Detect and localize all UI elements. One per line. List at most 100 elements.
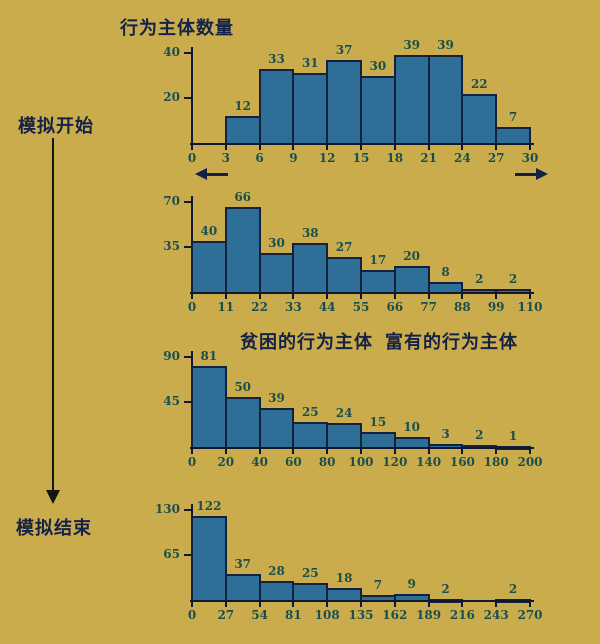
x-tick-label: 15 <box>352 151 370 165</box>
right-arrow-tip <box>536 168 548 180</box>
histogram-bar <box>360 75 396 145</box>
x-tick-label: 77 <box>420 300 437 314</box>
x-tick-label: 27 <box>217 608 235 622</box>
y-axis <box>191 47 193 145</box>
x-tick <box>326 449 329 454</box>
x-tick-label: 55 <box>352 300 370 314</box>
x-tick <box>224 449 227 454</box>
histogram-bar <box>393 55 430 145</box>
x-tick <box>495 145 498 150</box>
bar-value-label: 39 <box>437 38 454 53</box>
x-tick <box>529 449 531 454</box>
left-arrow-icon <box>195 168 228 180</box>
y-tick <box>184 246 192 248</box>
bar-value-label: 25 <box>301 565 319 580</box>
bar-value-label: 2 <box>508 581 518 596</box>
x-tick-label: 80 <box>318 455 336 469</box>
histogram-initial: 20 40 12 33 31 37 30 39 39 22 7 0 3 6 9 12 15 18 21 24 27 30 <box>163 38 538 173</box>
x-axis <box>190 143 534 145</box>
rich-agents-label: 富有的行为主体 <box>385 332 518 353</box>
x-tick <box>461 602 464 607</box>
x-tick-label: 160 <box>449 455 475 469</box>
bar-value-label: 3 <box>441 427 450 441</box>
y-tick <box>184 401 192 403</box>
bar-value-label: 66 <box>234 190 252 205</box>
x-tick <box>427 602 430 607</box>
bar-value-label: 10 <box>403 420 421 434</box>
x-tick <box>495 449 498 454</box>
bar-value-label: 81 <box>200 349 218 363</box>
bar-value-label: 24 <box>335 406 353 420</box>
y-tick <box>184 97 192 99</box>
x-tick-label: 135 <box>348 608 374 622</box>
x-tick <box>427 294 430 299</box>
bar-value-label: 37 <box>234 557 252 572</box>
x-tick <box>191 449 193 454</box>
y-tick-label: 40 <box>163 45 180 59</box>
x-tick-label: 12 <box>318 151 336 165</box>
x-tick-label: 189 <box>416 608 442 622</box>
x-tick-label: 3 <box>221 151 230 165</box>
bar-value-label: 31 <box>301 56 319 71</box>
histogram-bar <box>326 59 362 145</box>
x-tick-label: 6 <box>255 151 264 165</box>
x-tick-label: 0 <box>187 151 197 165</box>
bar-value-label: 25 <box>301 405 319 419</box>
x-tick-label: 20 <box>217 455 235 469</box>
bar-value-label: 39 <box>268 391 285 405</box>
bar-value-label: 12 <box>234 99 252 113</box>
x-tick <box>326 602 329 607</box>
y-tick <box>184 201 192 203</box>
bar-value-label: 38 <box>301 226 319 241</box>
x-tick-label: 24 <box>454 151 471 165</box>
x-tick <box>326 294 329 299</box>
bar-value-label: 17 <box>369 253 387 268</box>
histogram-bar <box>258 580 295 602</box>
x-tick <box>292 449 295 454</box>
right-arrow-icon <box>515 168 548 180</box>
poor-agents-label: 贫困的行为主体 <box>240 332 373 353</box>
x-tick <box>529 602 531 607</box>
bar-value-label: 2 <box>508 272 518 287</box>
x-axis <box>190 447 534 449</box>
bar-value-label: 37 <box>335 42 353 57</box>
bar-value-label: 122 <box>196 498 222 513</box>
histogram-bar <box>292 73 329 145</box>
left-arrow-tip <box>195 168 207 180</box>
x-tick-label: 270 <box>517 608 543 622</box>
x-tick-label: 66 <box>386 300 404 314</box>
y-tick <box>184 554 192 556</box>
histogram-bar <box>258 68 295 145</box>
x-tick <box>224 145 227 150</box>
y-tick-label: 45 <box>163 394 180 408</box>
x-tick <box>360 449 362 454</box>
x-tick-label: 108 <box>314 608 340 622</box>
bar-value-label: 22 <box>470 76 488 91</box>
bar-value-label: 30 <box>369 58 387 73</box>
page-title: 行为主体数量 <box>120 18 234 39</box>
bar-value-label: 28 <box>268 563 285 578</box>
x-tick-label: 81 <box>285 608 302 622</box>
x-tick <box>326 145 329 150</box>
bar-value-label: 2 <box>475 272 484 287</box>
histogram-mid-2: 45 90 81 50 39 25 24 15 10 3 2 1 0 20 40 60 80 100 120 140 1… <box>163 347 542 477</box>
bar-value-label: 7 <box>373 578 383 593</box>
x-tick <box>461 145 464 150</box>
bar-value-label: 33 <box>268 51 285 66</box>
x-tick <box>529 145 531 150</box>
x-tick <box>191 602 193 607</box>
arrow-shaft <box>52 138 54 492</box>
x-tick-label: 162 <box>382 608 408 622</box>
x-tick <box>461 294 464 299</box>
bar-value-label: 15 <box>369 415 387 429</box>
x-tick <box>292 294 295 299</box>
histogram-bar <box>224 574 261 602</box>
y-tick <box>184 509 192 511</box>
axis-legend-row: 贫困的行为主体 富有的行为主体 <box>0 164 600 353</box>
arrow-head <box>46 490 60 504</box>
x-tick <box>495 294 498 299</box>
x-tick <box>393 294 396 299</box>
bar-value-label: 2 <box>475 428 484 442</box>
x-tick <box>495 602 498 607</box>
histogram-mid-1: 35 70 40 66 30 38 27 17 20 8 2 2 0 11 22 33 44 55 66 77 88 99… <box>163 190 542 322</box>
